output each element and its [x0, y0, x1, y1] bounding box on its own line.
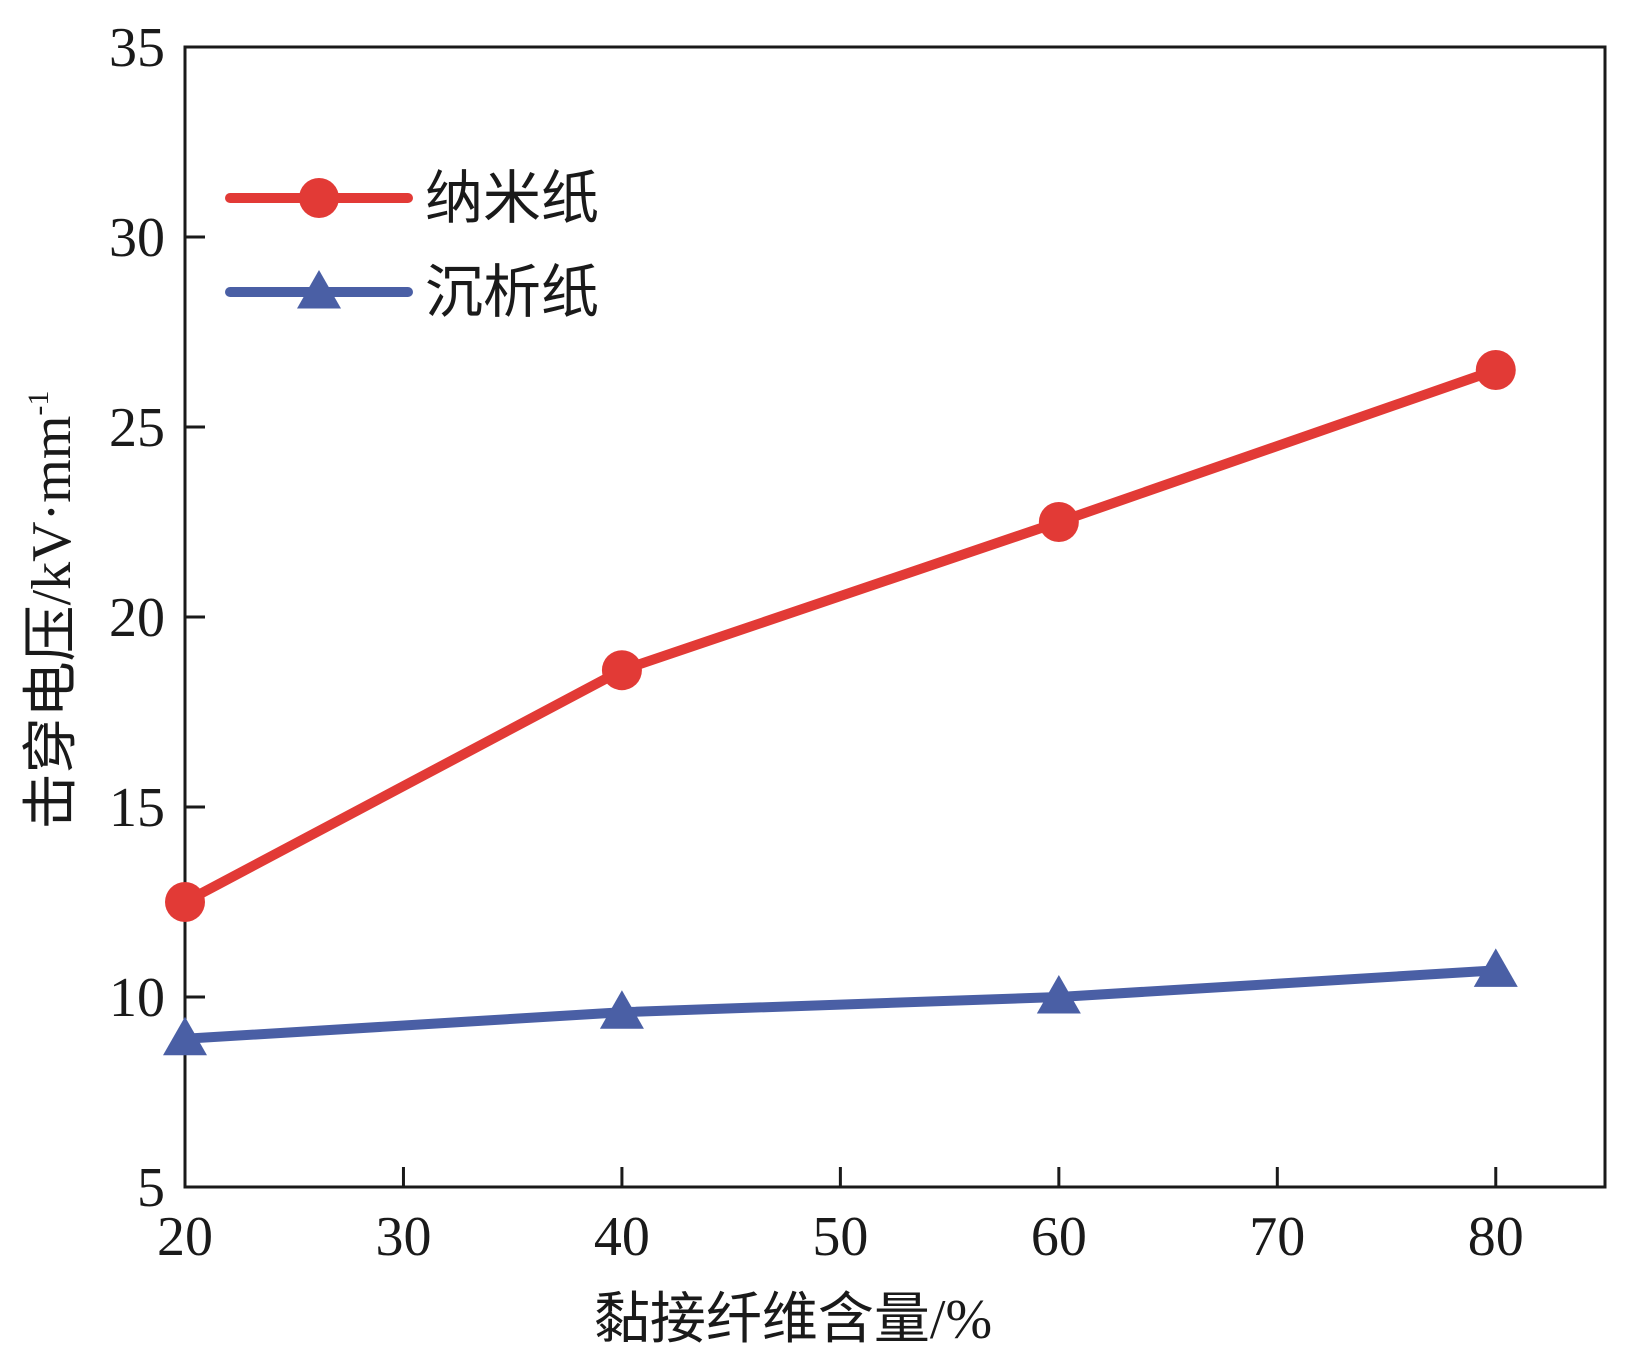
data-point	[1036, 975, 1081, 1014]
x-tick-label: 70	[1249, 1206, 1305, 1268]
series-layer	[163, 350, 1518, 1056]
y-axis-title-superscript: -1	[22, 391, 55, 416]
y-tick-label: 30	[109, 207, 165, 269]
data-point	[601, 650, 642, 691]
data-point	[1475, 350, 1516, 390]
plot-frame	[183, 45, 1607, 1189]
data-point	[165, 882, 205, 922]
data-point	[1473, 948, 1518, 987]
y-tick-label: 10	[109, 967, 165, 1029]
legend-item-2: 沉析纸	[225, 260, 599, 325]
legend-item-1: 纳米纸	[225, 166, 599, 231]
x-tick-label: 20	[157, 1206, 213, 1268]
series-line	[180, 965, 1501, 1044]
axes-layer: 20 30 40 50 60 70 80 5 10 15 20 25 30 35	[109, 17, 1607, 1268]
data-point	[163, 1016, 207, 1056]
legend-label: 纳米纸	[425, 166, 599, 231]
y-tick-label: 25	[109, 397, 165, 459]
series-line	[180, 365, 1501, 907]
x-tick-label: 80	[1468, 1206, 1524, 1268]
data-point	[599, 990, 644, 1029]
x-tick-label: 50	[812, 1206, 868, 1268]
y-axis-title-main: 击穿电压/kV·mm	[21, 416, 83, 830]
y-tick-label: 20	[109, 587, 165, 649]
x-tick-label: 60	[1031, 1206, 1087, 1268]
series-2	[163, 948, 1518, 1056]
x-tick-label: 40	[594, 1206, 650, 1268]
y-axis-title: 击穿电压/kV·mm-1	[21, 391, 83, 830]
y-tick-label: 35	[109, 17, 165, 79]
series-1	[165, 350, 1516, 922]
data-point	[1038, 502, 1079, 542]
x-tick-label: 30	[375, 1206, 431, 1268]
legend-marker	[299, 178, 339, 218]
y-tick-label: 15	[109, 777, 165, 839]
legend-marker	[297, 270, 341, 309]
x-axis-title: 黏接纤维含量/%	[594, 1289, 992, 1344]
y-tick-label: 5	[137, 1157, 165, 1219]
legend-label: 沉析纸	[425, 260, 599, 325]
